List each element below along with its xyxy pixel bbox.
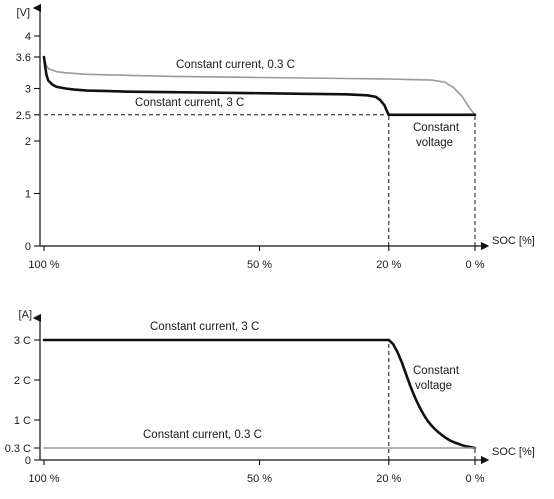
- voltage-x-tick-label: 20 %: [376, 259, 401, 271]
- voltage-y-tick-label: 2.5: [16, 110, 31, 122]
- current-y-tick-label: 3 C: [14, 335, 31, 347]
- current-x-tick-label: 100 %: [28, 473, 59, 485]
- voltage-y-tick-label: 1: [25, 189, 31, 201]
- current-y-ticks: 00.3 C 1 C 2 C 3 C: [5, 335, 40, 467]
- voltage-x-tick-label: 100 %: [28, 259, 59, 271]
- current-series: [42, 338, 477, 450]
- current-y-tick-label: 0.3 C: [5, 443, 31, 455]
- current-y-tick-label: 0: [25, 455, 31, 467]
- voltage-y-tick-label: 4: [25, 31, 31, 43]
- voltage-series-constant-current-3-c: [42, 55, 391, 117]
- annotation-voltage-cc-0p3c: Constant current, 0.3 C: [176, 59, 295, 71]
- voltage-reference-lines: [44, 114, 476, 246]
- current-y-axis-label: [A]: [19, 309, 32, 321]
- voltage-x-tick-label: 50 %: [247, 259, 272, 271]
- voltage-y-tick-label: 2: [25, 136, 31, 148]
- current-reference-lines: [388, 340, 476, 460]
- voltage-y-tick-label: 3.6: [16, 52, 31, 64]
- voltage-x-ticks: 100 % 50 % 20 % 0 %: [28, 246, 485, 271]
- annotation-current-cc-3c: Constant current, 3 C: [150, 321, 259, 333]
- voltage-series-constant-current-0-3-c: [43, 56, 476, 116]
- current-y-tick-label: 2 C: [14, 375, 31, 387]
- voltage-y-tick-label: 3: [25, 84, 31, 96]
- annotation-voltage-cc-3c: Constant current, 3 C: [135, 97, 244, 109]
- annotation-voltage-cv-line1: Constant: [413, 122, 460, 134]
- annotation-current-cv-line2: voltage: [415, 380, 452, 392]
- current-x-tick-label: 0 %: [466, 473, 485, 485]
- annotation-current-cc-0p3c: Constant current, 0.3 C: [143, 429, 262, 441]
- voltage-series: [42, 55, 477, 117]
- current-x-tick-label: 20 %: [376, 473, 401, 485]
- annotation-current-cv-line1: Constant: [413, 365, 460, 377]
- current-x-ticks: 100 % 50 % 20 % 0 %: [28, 460, 485, 485]
- voltage-y-ticks: 0 1 2 2.5 3 3.6 4: [16, 31, 40, 253]
- voltage-x-tick-label: 0 %: [466, 259, 485, 271]
- voltage-chart: [V] SOC [%] 0 1 2 2.5 3 3.6 4 100 % 50 % 20 % 0 %…: [16, 3, 535, 271]
- annotation-voltage-cv-line2: voltage: [416, 137, 453, 149]
- voltage-y-axis-label: [V]: [17, 7, 30, 19]
- current-x-axis-label: SOC [%]: [492, 446, 535, 458]
- current-series-constant-voltage: [387, 338, 477, 450]
- current-x-tick-label: 50 %: [247, 473, 272, 485]
- voltage-y-tick-label: 0: [25, 241, 31, 253]
- current-chart: [A] SOC [%] 00.3 C 1 C 2 C 3 C 100 % 50 % 20 …: [5, 309, 535, 485]
- voltage-x-axis-label: SOC [%]: [492, 235, 535, 247]
- current-y-tick-label: 1 C: [14, 415, 31, 427]
